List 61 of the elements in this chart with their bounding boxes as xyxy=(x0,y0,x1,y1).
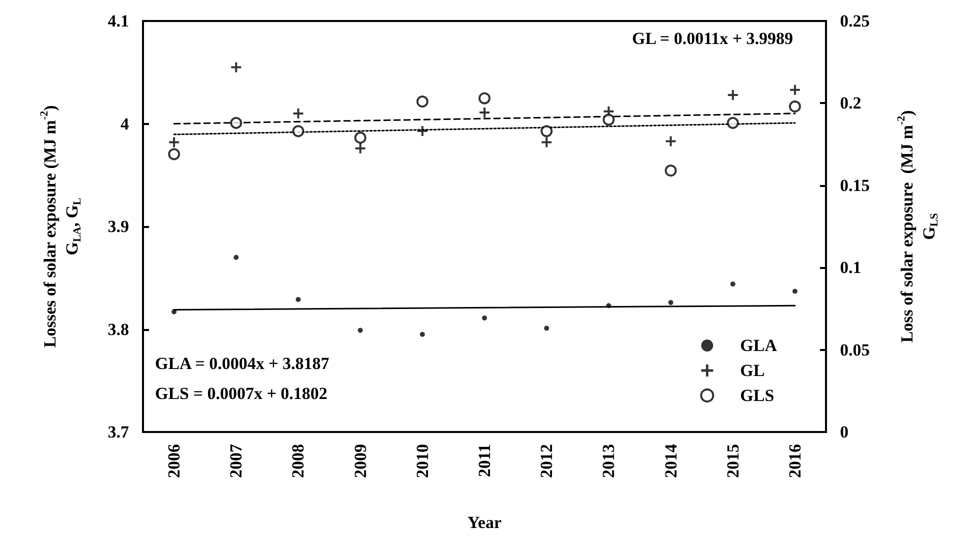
y-tick-label: 4.1 xyxy=(108,12,129,30)
point xyxy=(420,332,425,337)
point xyxy=(668,300,674,306)
x-tick-label: 2013 xyxy=(599,444,618,478)
point xyxy=(230,116,242,129)
x-tick-label: 2008 xyxy=(288,444,308,478)
x-tick-label: 2014 xyxy=(661,444,680,478)
point xyxy=(606,303,612,308)
point xyxy=(480,107,490,118)
y-tick-label: 4 xyxy=(120,114,130,134)
annotation: GLA = 0.0004x + 3.8187 xyxy=(155,354,330,373)
point xyxy=(542,137,552,148)
legend-label: GL xyxy=(740,361,765,380)
y2-tick-label: 0.25 xyxy=(840,12,870,30)
point xyxy=(416,96,428,108)
x-tick-label: 2009 xyxy=(350,444,370,478)
y-tick-label: 3.9 xyxy=(108,217,129,236)
y-tick-label: 3.7 xyxy=(108,422,130,442)
point xyxy=(788,100,801,112)
point xyxy=(792,288,798,294)
y2-tick-label: 0 xyxy=(840,422,848,442)
point xyxy=(168,148,180,160)
legend-label: GLS xyxy=(740,386,774,405)
point xyxy=(358,328,363,333)
point xyxy=(234,254,239,260)
point xyxy=(728,90,738,100)
point xyxy=(602,114,615,126)
y-tick-label: 3.8 xyxy=(108,320,129,339)
point xyxy=(730,282,736,287)
x-tick-label: 2016 xyxy=(785,444,804,478)
y2-tick-label: 0.2 xyxy=(840,94,862,113)
point xyxy=(664,164,677,177)
point xyxy=(172,309,177,314)
point xyxy=(540,125,553,138)
point xyxy=(231,62,242,72)
point xyxy=(478,92,490,104)
x-tick-label: 2011 xyxy=(475,444,494,478)
x-axis-title: Year xyxy=(468,513,502,532)
x-tick-label: 2007 xyxy=(226,444,246,478)
annotation: GLS = 0.0007x + 0.1802 xyxy=(155,384,328,403)
point xyxy=(417,126,428,136)
y2-tick-label: 0.1 xyxy=(840,258,862,278)
x-tick-label: 2010 xyxy=(412,444,432,478)
point xyxy=(354,132,366,144)
point xyxy=(292,125,304,138)
point xyxy=(790,84,800,95)
annotation: GL = 0.0011x + 3.9989 xyxy=(632,29,794,48)
legend-label: GLA xyxy=(740,336,778,355)
point xyxy=(726,116,739,129)
y2-tick-label: 0.05 xyxy=(840,340,870,360)
point xyxy=(482,315,487,320)
x-tick-label: 2015 xyxy=(723,444,742,478)
point xyxy=(355,143,366,154)
point xyxy=(169,137,180,148)
point xyxy=(666,136,676,146)
x-tick-label: 2012 xyxy=(537,444,556,478)
point xyxy=(296,296,301,302)
point xyxy=(544,326,550,331)
x-tick-label: 2006 xyxy=(164,444,184,478)
point xyxy=(293,108,304,118)
y2-tick-label: 0.15 xyxy=(840,176,870,195)
